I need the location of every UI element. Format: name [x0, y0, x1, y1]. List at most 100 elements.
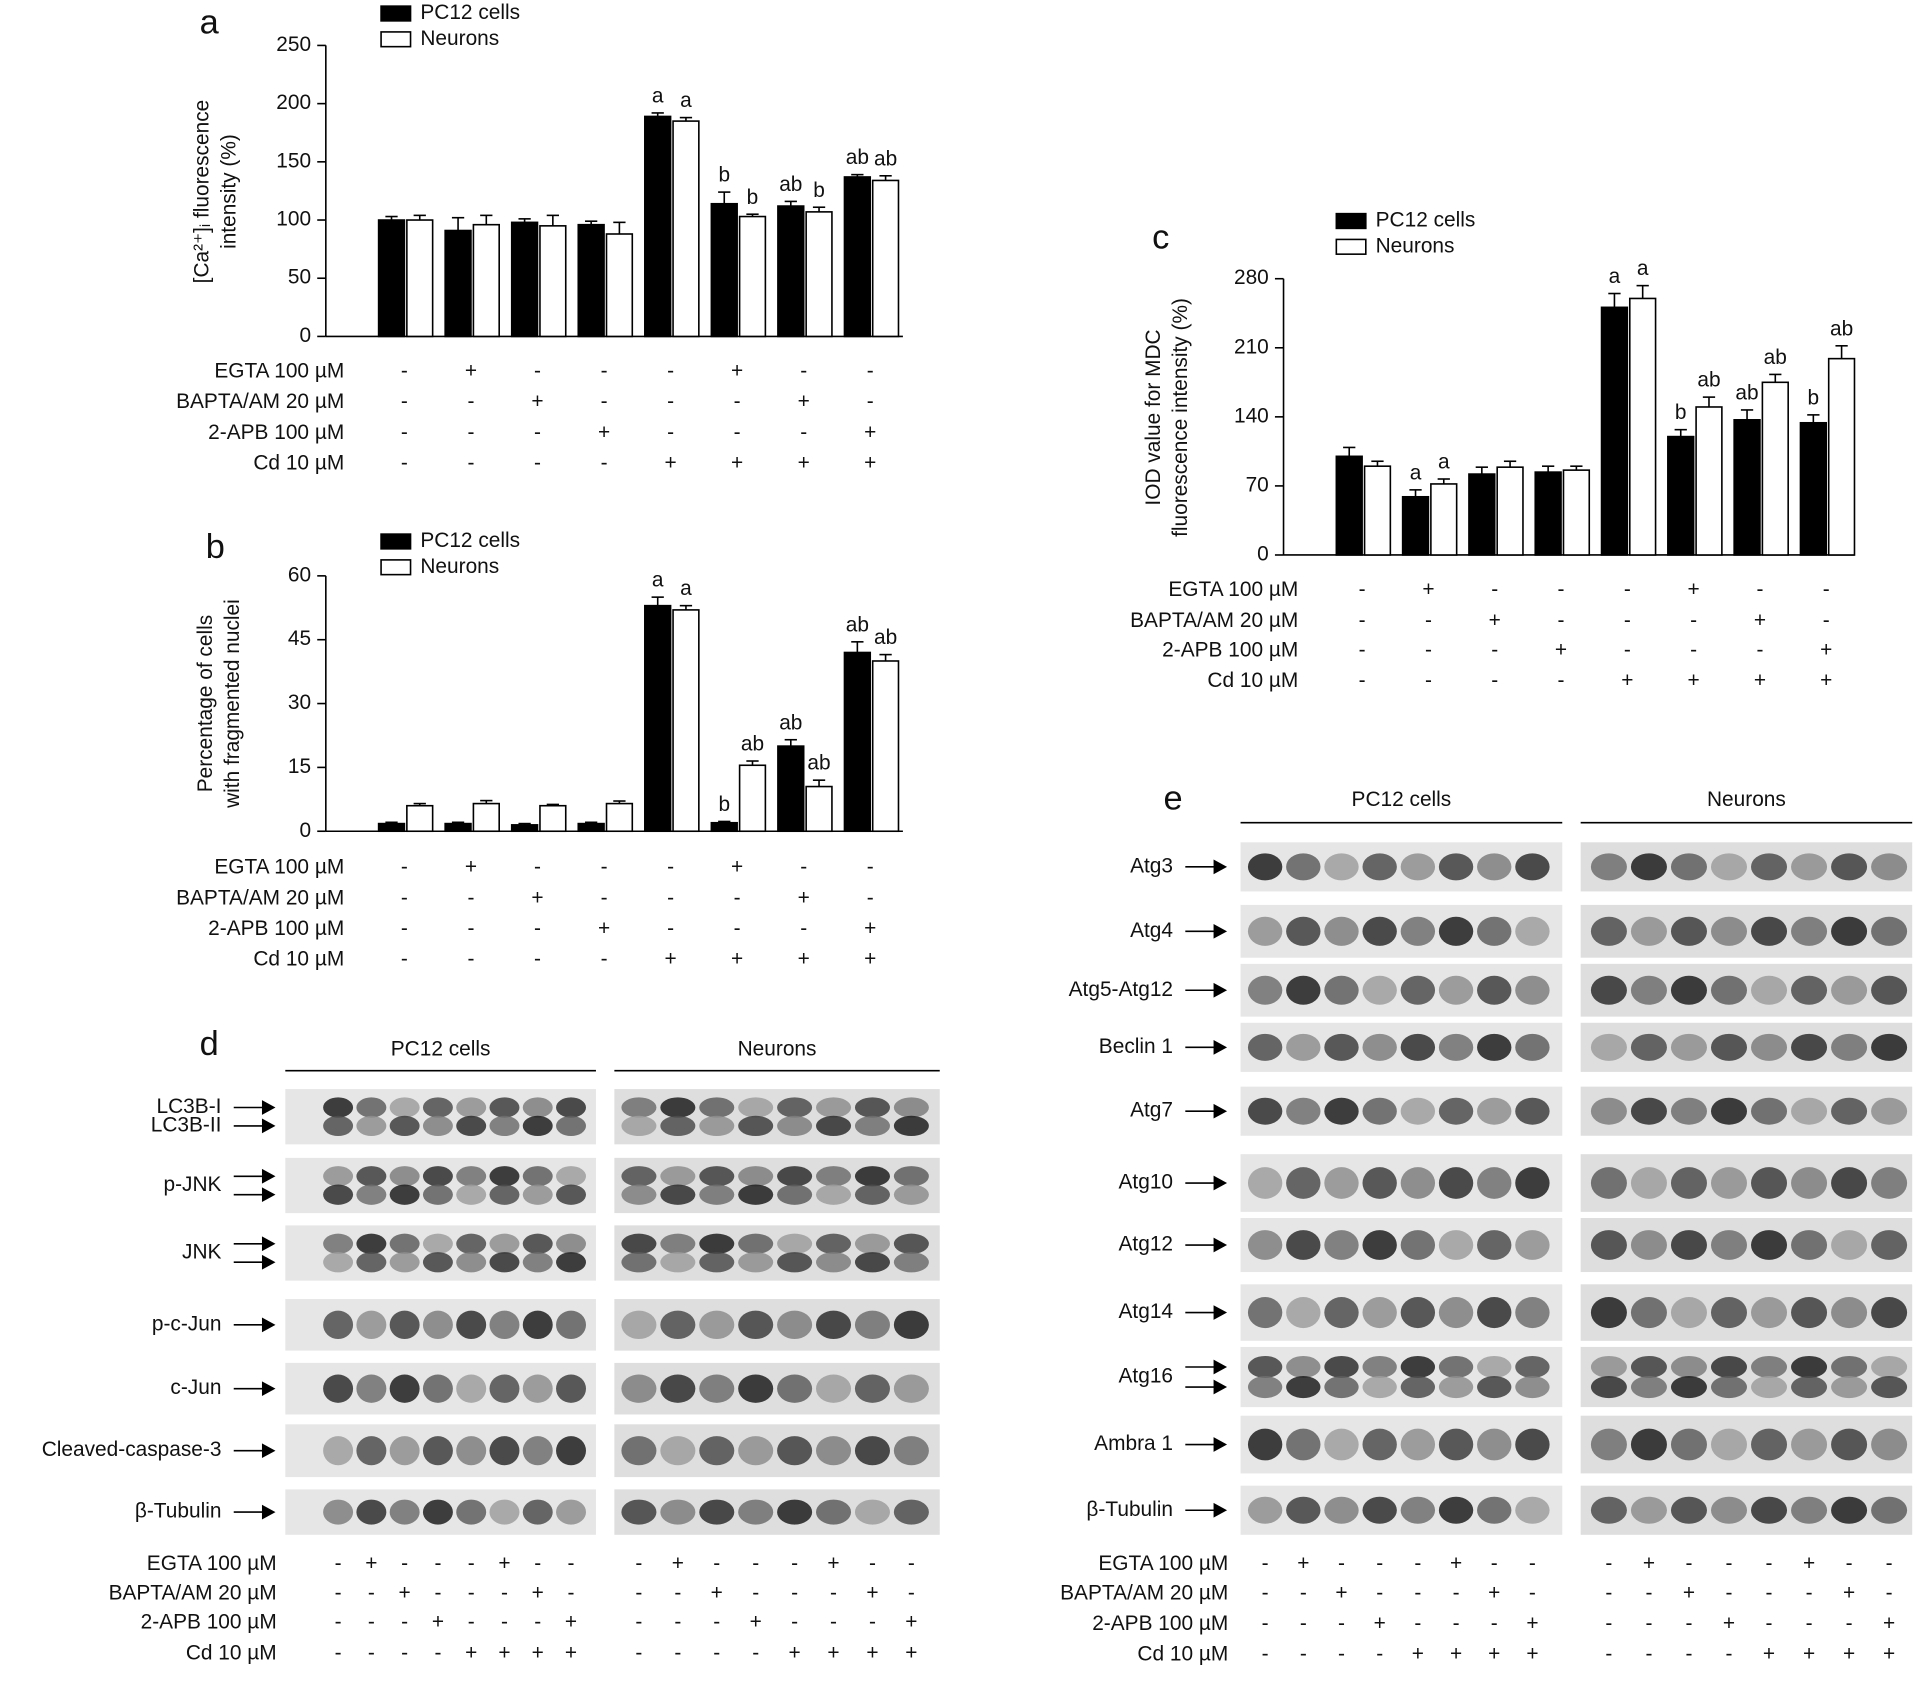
blot-band: [1477, 975, 1512, 1005]
treatment-sign: -: [468, 1552, 475, 1575]
blot-band: [816, 1166, 852, 1187]
blot-band: [699, 1097, 735, 1118]
blot-band: [1515, 916, 1550, 946]
blot-band: [1477, 1097, 1512, 1125]
blot-band: [356, 1115, 387, 1137]
blot-band: [621, 1184, 657, 1205]
blot-band: [1630, 1033, 1667, 1061]
treatment-sign: -: [752, 1641, 759, 1664]
treatment-sign: -: [667, 917, 674, 940]
blot-band: [893, 1184, 929, 1205]
blot-band: [1286, 1297, 1321, 1329]
arrow-head: [261, 1118, 276, 1134]
treatment-sign: -: [1414, 1581, 1421, 1604]
blot-band: [1751, 853, 1788, 881]
blot-band: [1247, 975, 1283, 1005]
blot-label: p-c-Jun: [152, 1312, 222, 1335]
blot-band: [522, 1374, 553, 1403]
blot-band: [1630, 1167, 1667, 1199]
blot-label: Cleaved-caspase-3: [42, 1438, 222, 1461]
bar: [777, 745, 805, 833]
blot-band: [777, 1184, 813, 1205]
blot-band: [660, 1115, 696, 1137]
blot-band: [1477, 1230, 1512, 1260]
blot-band: [893, 1115, 929, 1137]
treatment-sign: -: [1359, 578, 1366, 601]
treatment-sign: -: [335, 1611, 342, 1634]
blot-band: [323, 1166, 354, 1187]
treatment-sign: -: [667, 360, 674, 383]
bar: [444, 229, 472, 338]
blot-background: [614, 1157, 940, 1214]
treatment-sign: -: [1529, 1581, 1536, 1604]
treatment-sign: +: [866, 1641, 878, 1664]
bar: [843, 176, 872, 338]
blot-band: [816, 1374, 852, 1403]
panel-letter: d: [200, 1025, 219, 1063]
blot-band: [1590, 1230, 1627, 1260]
treatment-sign: -: [1359, 638, 1366, 661]
treatment-sign: +: [1803, 1552, 1815, 1575]
blot-band: [777, 1499, 813, 1525]
treatment-sign: +: [1489, 609, 1501, 632]
blot-band: [777, 1115, 813, 1137]
blot-band: [1324, 1097, 1359, 1125]
blot-band: [1590, 1428, 1627, 1461]
treatment-sign: +: [1754, 609, 1766, 632]
blot-band: [660, 1499, 696, 1525]
blot-band: [699, 1184, 735, 1205]
treatment-label: 2-APB 100 µM: [141, 1611, 277, 1634]
y-axis-label: [Ca²⁺]ᵢ fluorescence: [191, 100, 214, 284]
blot-band: [1791, 975, 1828, 1005]
bar: [539, 225, 567, 338]
treatment-sign: +: [711, 1581, 723, 1604]
blot-label: Atg4: [1130, 919, 1173, 942]
blot-band: [1515, 1033, 1550, 1061]
bar: [406, 804, 434, 833]
blot-label: LC3B-II: [151, 1113, 222, 1136]
blot-band: [621, 1499, 657, 1525]
blot-band: [489, 1374, 520, 1403]
bar: [577, 822, 605, 833]
y-axis-label: Percentage of cells: [194, 615, 217, 792]
blot-band: [816, 1436, 852, 1466]
arrow-head: [1213, 1502, 1228, 1518]
bar: [1534, 471, 1562, 556]
blot-band: [1247, 1428, 1283, 1461]
blot-band: [1286, 1376, 1321, 1399]
blot-band: [1710, 1428, 1748, 1461]
blot-band: [1791, 853, 1828, 881]
treatment-sign: -: [1529, 1552, 1536, 1575]
legend-label: PC12 cells: [1376, 209, 1476, 232]
significance-label: ab: [846, 146, 869, 169]
treatment-sign: +: [565, 1641, 577, 1664]
blot-band: [1362, 1496, 1397, 1524]
treatment-sign: -: [534, 1611, 541, 1634]
blot-band: [660, 1233, 696, 1254]
blot-band: [389, 1097, 420, 1118]
treatment-sign: -: [1262, 1643, 1269, 1666]
treatment-sign: -: [401, 390, 408, 413]
blot-band: [456, 1233, 487, 1254]
y-tick-label: 250: [276, 33, 311, 56]
blot-band: [1871, 1167, 1908, 1199]
treatment-sign: +: [1820, 669, 1832, 692]
blot-band: [660, 1252, 696, 1273]
blot-band: [1590, 1097, 1627, 1125]
blot-band: [893, 1166, 929, 1187]
blot-band: [1286, 1496, 1321, 1524]
blot-band: [1324, 1033, 1359, 1061]
treatment-sign: -: [1453, 1581, 1460, 1604]
blot-band: [323, 1252, 354, 1273]
blot-band: [621, 1374, 657, 1403]
significance-label: a: [1410, 461, 1422, 484]
blot-band: [389, 1310, 420, 1340]
blot-band: [1710, 1355, 1748, 1379]
treatment-sign: -: [667, 390, 674, 413]
treatment-label: Cd 10 µM: [1207, 669, 1298, 692]
blot-band: [522, 1310, 553, 1340]
treatment-sign: -: [1558, 578, 1565, 601]
treatment-sign: -: [1766, 1581, 1773, 1604]
arrow-head: [261, 1254, 276, 1270]
